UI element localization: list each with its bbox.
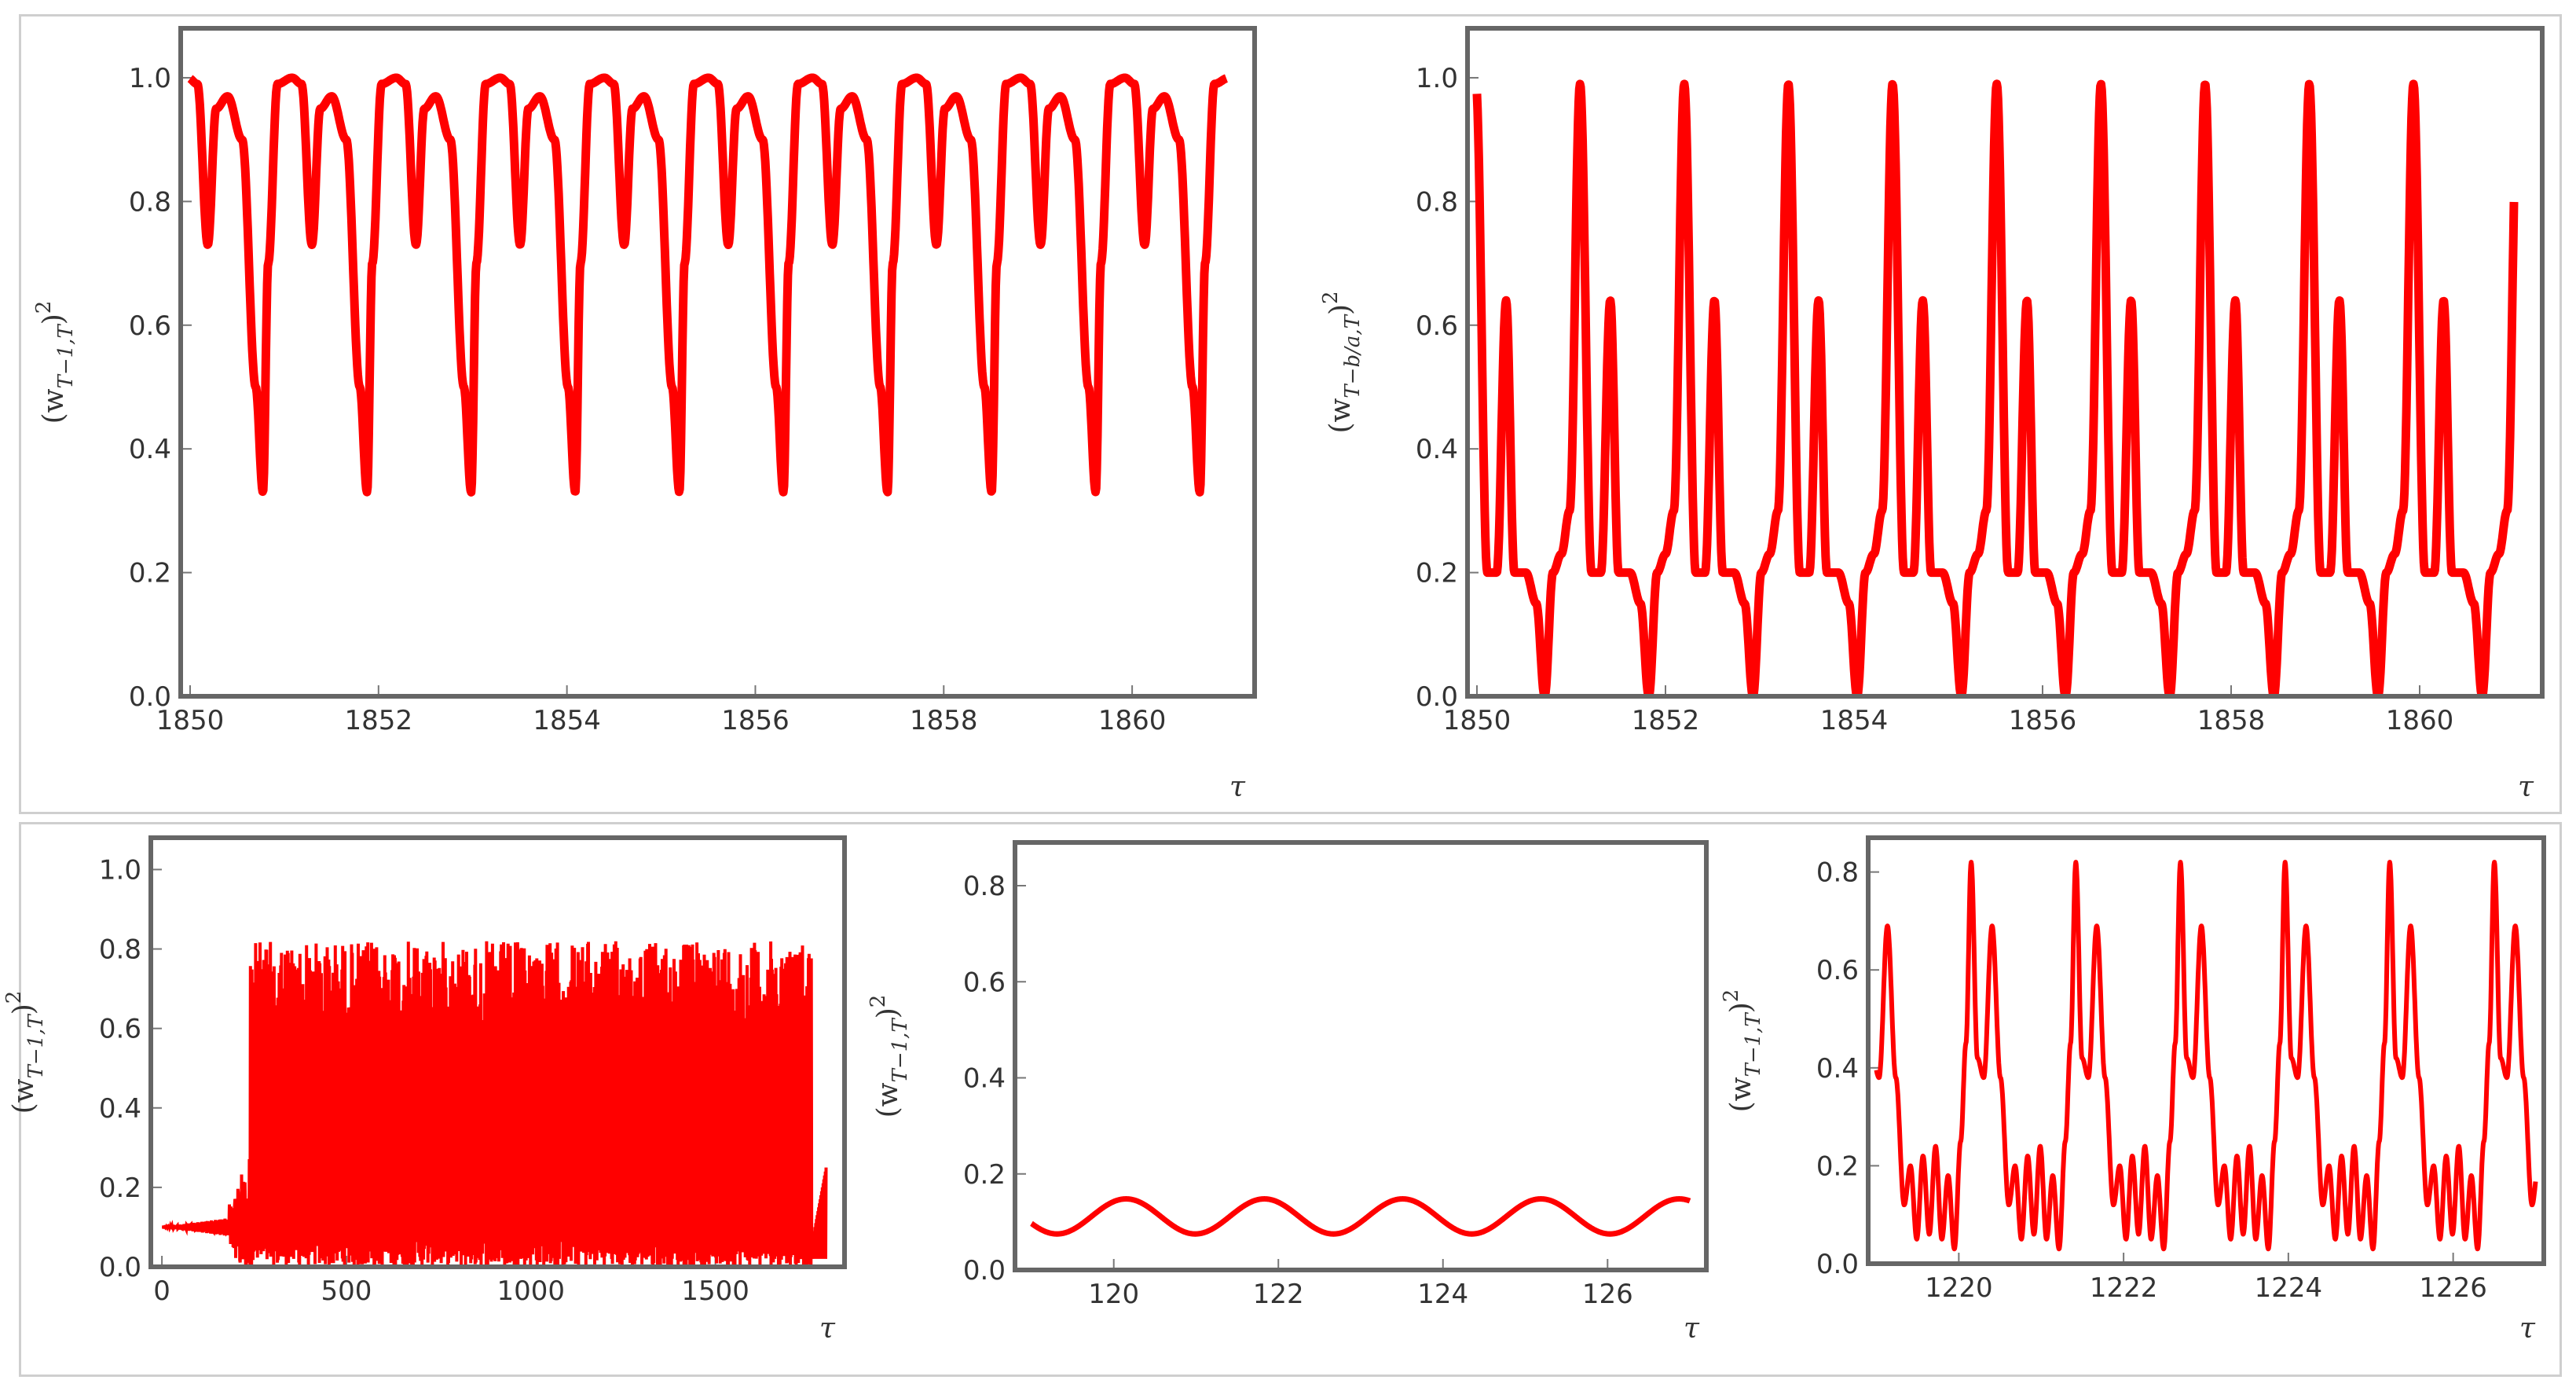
y-axis-label: (wT−1,T)2 xyxy=(2,991,48,1114)
y-axis-label: (wT−b/a,T)2 xyxy=(1319,291,1365,433)
y-tick-label: 0.4 xyxy=(1416,434,1458,465)
y-tick-label: 0.4 xyxy=(963,1063,1006,1095)
x-tick-label: 1852 xyxy=(1632,705,1700,736)
x-tick-label: 1222 xyxy=(2090,1272,2158,1304)
x-tick-label: 126 xyxy=(1582,1279,1633,1310)
x-tick-label: 1000 xyxy=(497,1275,566,1307)
x-tick-label: 1854 xyxy=(533,705,601,736)
x-axis-label: τ xyxy=(1684,1312,1700,1345)
y-tick-label: 0.2 xyxy=(129,558,171,589)
y-tick-label: 0.6 xyxy=(963,967,1006,998)
series-line xyxy=(1874,860,2538,1252)
chart-top-left: 1850 1852 1854 1856 1858 1860 0.0 0.2 0.4 0.6 0.8 1… xyxy=(32,26,1257,803)
x-axis-label: τ xyxy=(2518,771,2534,803)
x-tick-label: 1858 xyxy=(2197,705,2266,736)
y-tick-label: 0.0 xyxy=(1416,681,1458,713)
y-tick-label: 0.8 xyxy=(99,934,141,966)
plot-frame xyxy=(178,26,1257,699)
y-tick-label: 0.6 xyxy=(1816,955,1859,986)
plot-frame xyxy=(1465,26,2545,699)
series-line xyxy=(186,73,1230,497)
series-line xyxy=(162,941,828,1267)
x-axis-label: τ xyxy=(2519,1312,2536,1345)
y-tick-label: 0.2 xyxy=(963,1159,1006,1191)
x-tick-label: 122 xyxy=(1253,1279,1304,1310)
chart-bottom-middle: 120 122 124 126 0.0 0.2 0.4 0.6 0.8 τ (wT−1,T)2 xyxy=(867,840,1709,1345)
chart-top-right: 1850 1852 1854 1856 1858 1860 0.0 0.2 0.4 0.6 0.8 1… xyxy=(1319,26,2545,803)
x-tick-label: 1226 xyxy=(2419,1272,2487,1304)
x-tick-label: 1220 xyxy=(1925,1272,1993,1304)
y-tick-label: 0.8 xyxy=(1816,857,1859,889)
y-axis-label: (wT−1,T)2 xyxy=(1720,989,1765,1113)
x-tick-label: 124 xyxy=(1417,1279,1468,1310)
x-tick-label: 500 xyxy=(321,1275,372,1307)
x-tick-label: 1852 xyxy=(345,705,413,736)
series-line xyxy=(1029,1196,1692,1237)
y-tick-label: 0.6 xyxy=(99,1014,141,1045)
series-line xyxy=(1472,79,2519,696)
x-tick-label: 1850 xyxy=(1443,705,1512,736)
y-tick-label: 0.6 xyxy=(1416,310,1458,342)
chart-bottom-left: 0 500 1000 1500 0.0 0.2 0.4 0.6 0.8 1.0 τ (wT−1,T)2 xyxy=(2,835,847,1345)
plot-frame xyxy=(1013,840,1709,1272)
x-tick-label: 1854 xyxy=(1820,705,1889,736)
x-tick-label: 1858 xyxy=(910,705,978,736)
y-tick-label: 0.8 xyxy=(1416,186,1458,218)
y-tick-label: 0.0 xyxy=(1816,1249,1859,1280)
y-tick-label: 0.8 xyxy=(129,186,171,218)
y-tick-label: 0.8 xyxy=(963,871,1006,902)
y-axis-label: (wT−1,T)2 xyxy=(867,995,912,1118)
x-tick-label: 1860 xyxy=(1098,705,1167,736)
plot-frame xyxy=(148,835,847,1269)
y-tick-label: 1.0 xyxy=(1416,63,1458,94)
y-tick-label: 1.0 xyxy=(99,854,141,886)
y-tick-label: 0.0 xyxy=(99,1252,141,1283)
chart-bottom-right: 1220 1222 1224 1226 0.0 0.2 0.4 0.6 0.8 τ (wT−1,T)… xyxy=(1720,835,2546,1345)
y-tick-label: 0.2 xyxy=(99,1173,141,1204)
y-tick-label: 0.2 xyxy=(1416,558,1458,589)
x-tick-label: 1500 xyxy=(681,1275,749,1307)
x-tick-label: 1860 xyxy=(2386,705,2454,736)
y-tick-label: 0.0 xyxy=(963,1255,1006,1286)
y-tick-label: 0.2 xyxy=(1816,1151,1859,1182)
y-tick-label: 1.0 xyxy=(129,63,171,94)
x-tick-label: 1856 xyxy=(2009,705,2077,736)
x-tick-label: 1856 xyxy=(721,705,790,736)
plot-frame xyxy=(1866,835,2546,1266)
x-tick-label: 0 xyxy=(153,1275,170,1307)
y-tick-label: 0.4 xyxy=(129,434,171,465)
y-tick-label: 0.4 xyxy=(1816,1053,1859,1085)
x-tick-label: 120 xyxy=(1088,1279,1139,1310)
y-axis-label: (wT−1,T)2 xyxy=(32,301,78,424)
y-tick-label: 0.6 xyxy=(129,310,171,342)
x-axis-label: τ xyxy=(1229,771,1246,803)
x-tick-label: 1850 xyxy=(156,705,225,736)
x-axis-label: τ xyxy=(819,1312,836,1345)
y-tick-label: 0.0 xyxy=(129,681,171,713)
x-tick-label: 1224 xyxy=(2255,1272,2323,1304)
y-tick-label: 0.4 xyxy=(99,1093,141,1125)
